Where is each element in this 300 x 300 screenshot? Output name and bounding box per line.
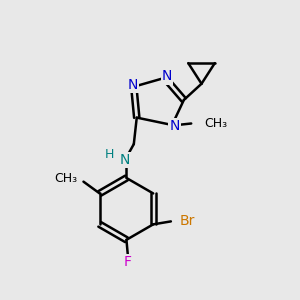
Text: CH₃: CH₃ <box>204 117 227 130</box>
Text: N: N <box>119 153 130 167</box>
Text: CH₃: CH₃ <box>55 172 78 184</box>
Text: N: N <box>162 69 172 83</box>
Text: N: N <box>169 119 180 134</box>
Text: Br: Br <box>180 214 195 228</box>
Text: F: F <box>124 255 132 269</box>
Text: N: N <box>127 78 137 92</box>
Text: H: H <box>105 148 114 161</box>
